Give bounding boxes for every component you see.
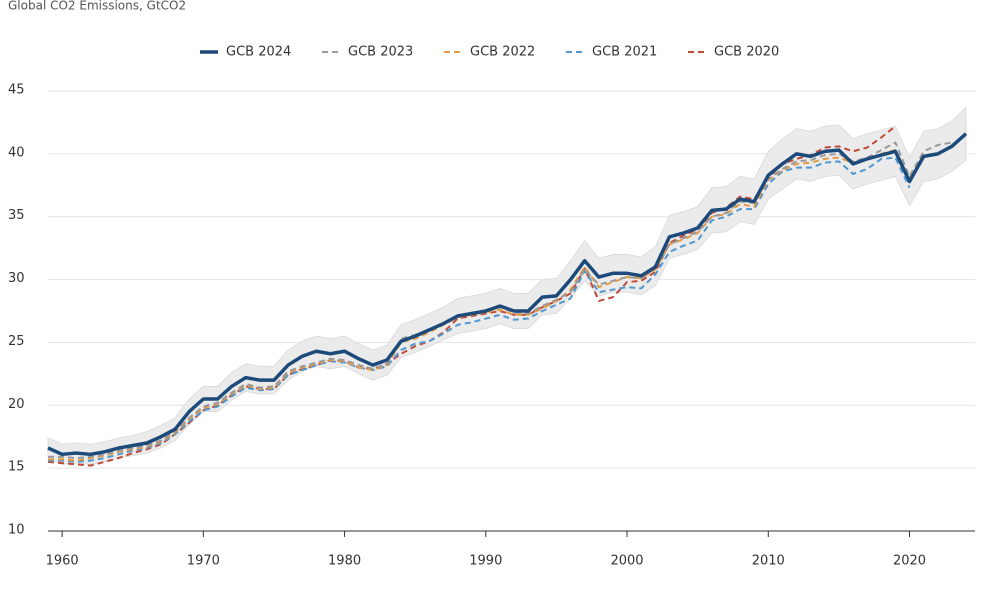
- legend-label: GCB 2021: [592, 45, 657, 60]
- series-line: [47, 132, 968, 457]
- y-tick-label: 35: [8, 208, 25, 223]
- x-tick-label: 2010: [752, 554, 785, 569]
- legend-label: GCB 2023: [348, 45, 413, 60]
- y-tick-label: 30: [8, 271, 25, 286]
- x-tick-label: 2000: [610, 554, 643, 569]
- series-line: [48, 149, 925, 462]
- uncertainty-band: [47, 106, 967, 465]
- y-tick-label: 20: [8, 397, 25, 412]
- y-tick-label: 40: [8, 145, 25, 160]
- x-tick-label: 2020: [893, 554, 926, 569]
- x-tick-label: 1970: [187, 554, 220, 569]
- chart-title: Global CO2 Emissions, GtCO2: [8, 0, 186, 13]
- legend-label: GCB 2024: [226, 45, 291, 60]
- x-tick-label: 1960: [46, 554, 79, 569]
- y-tick-label: 15: [8, 460, 25, 475]
- series-line: [48, 156, 911, 463]
- x-tick-label: 1980: [328, 554, 361, 569]
- legend-label: GCB 2020: [714, 45, 779, 60]
- legend-label: GCB 2022: [470, 45, 535, 60]
- x-tick-label: 1990: [469, 554, 502, 569]
- y-tick-label: 10: [8, 523, 25, 538]
- y-tick-label: 45: [8, 83, 25, 98]
- y-tick-label: 25: [8, 334, 25, 349]
